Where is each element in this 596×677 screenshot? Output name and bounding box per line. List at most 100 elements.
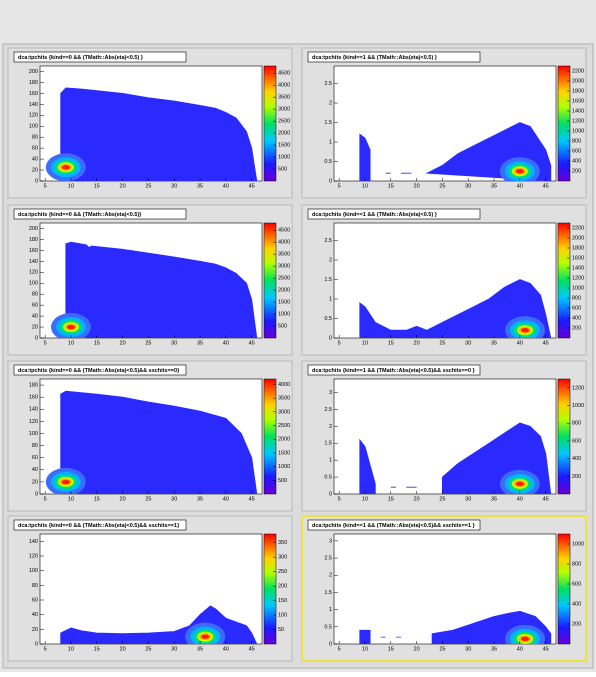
x-tick-label: 35 bbox=[197, 183, 203, 189]
z-tick-label: 1400 bbox=[572, 108, 584, 114]
x-tick-label: 15 bbox=[94, 646, 100, 652]
y-tick-label: 1.5 bbox=[324, 120, 332, 126]
z-tick-label: 200 bbox=[572, 168, 581, 174]
x-tick-label: 45 bbox=[249, 496, 255, 502]
plot-content bbox=[359, 122, 552, 181]
z-tick-label: 800 bbox=[572, 138, 581, 144]
y-tick-label: 60 bbox=[32, 455, 38, 461]
y-tick-label: 3 bbox=[329, 538, 332, 544]
y-tick-label: 120 bbox=[29, 270, 38, 276]
z-tick-label: 400 bbox=[572, 601, 581, 607]
x-tick-label: 25 bbox=[145, 183, 151, 189]
y-tick-label: 80 bbox=[32, 443, 38, 449]
panel: dca:tpchits {kind==1 && (TMath::Abs(eta)… bbox=[301, 515, 587, 662]
x-tick-label: 15 bbox=[388, 183, 394, 189]
x-tick-label: 30 bbox=[465, 183, 471, 189]
y-tick-label: 1 bbox=[329, 607, 332, 613]
y-tick-label: 0 bbox=[35, 335, 38, 341]
z-tick-label: 600 bbox=[572, 438, 581, 444]
x-tick-label: 10 bbox=[68, 496, 74, 502]
x-tick-label: 45 bbox=[543, 496, 549, 502]
x-tick-label: 30 bbox=[465, 646, 471, 652]
x-tick-label: 45 bbox=[249, 646, 255, 652]
y-tick-label: 0 bbox=[35, 641, 38, 647]
contour-outline bbox=[359, 422, 552, 494]
z-tick-label: 300 bbox=[278, 555, 287, 561]
y-tick-label: 2 bbox=[329, 257, 332, 263]
color-scale bbox=[263, 222, 277, 339]
panel: dca:tpchits {kind==0 && (TMath::Abs(eta)… bbox=[7, 204, 293, 356]
panel: dca:tpchits {kind==0 && (TMath::Abs(eta)… bbox=[7, 515, 293, 662]
x-tick-label: 5 bbox=[338, 646, 341, 652]
panel-title: dca:tpchits {kind==0 && (TMath::Abs(eta)… bbox=[18, 55, 144, 61]
x-tick-label: 5 bbox=[44, 646, 47, 652]
y-tick-label: 2 bbox=[329, 424, 332, 430]
plot-content bbox=[359, 279, 552, 338]
y-tick-label: 160 bbox=[29, 91, 38, 97]
x-tick-label: 20 bbox=[414, 183, 420, 189]
contour-peak bbox=[521, 328, 530, 333]
title-box bbox=[13, 208, 187, 220]
z-tick-label: 2200 bbox=[572, 68, 584, 74]
color-scale bbox=[557, 222, 571, 339]
x-tick-label: 15 bbox=[388, 340, 394, 346]
y-tick-label: 0 bbox=[329, 641, 332, 647]
x-tick-label: 15 bbox=[94, 340, 100, 346]
z-tick-label: 50 bbox=[278, 627, 284, 633]
x-tick-label: 35 bbox=[491, 496, 497, 502]
y-tick-label: 100 bbox=[29, 431, 38, 437]
z-tick-label: 350 bbox=[278, 540, 287, 546]
z-tick-label: 1200 bbox=[572, 385, 584, 391]
z-tick-label: 800 bbox=[572, 561, 581, 567]
x-tick-label: 30 bbox=[465, 340, 471, 346]
title-box bbox=[307, 519, 481, 531]
y-tick-label: 40 bbox=[32, 612, 38, 618]
y-tick-label: 1 bbox=[329, 296, 332, 302]
x-tick-label: 15 bbox=[388, 496, 394, 502]
y-tick-label: 1 bbox=[329, 458, 332, 464]
z-tick-label: 600 bbox=[572, 581, 581, 587]
plot-content bbox=[45, 87, 258, 181]
x-tick-label: 45 bbox=[543, 646, 549, 652]
x-tick-label: 30 bbox=[465, 496, 471, 502]
y-tick-label: 160 bbox=[29, 248, 38, 254]
y-tick-label: 20 bbox=[32, 325, 38, 331]
y-tick-label: 0 bbox=[329, 335, 332, 341]
z-tick-label: 1000 bbox=[572, 541, 584, 547]
color-scale bbox=[263, 65, 277, 182]
contour-peak bbox=[66, 324, 75, 330]
x-tick-label: 35 bbox=[491, 183, 497, 189]
x-tick-label: 20 bbox=[414, 496, 420, 502]
title-box bbox=[13, 364, 187, 376]
z-tick-label: 4500 bbox=[278, 228, 290, 234]
x-tick-label: 40 bbox=[517, 646, 523, 652]
y-tick-label: 60 bbox=[32, 146, 38, 152]
z-tick-label: 3000 bbox=[278, 107, 290, 113]
z-tick-label: 2000 bbox=[572, 235, 584, 241]
z-tick-label: 1500 bbox=[278, 300, 290, 306]
y-tick-label: 0 bbox=[35, 178, 38, 184]
color-scale bbox=[557, 378, 571, 495]
panel-title: dca:tpchits {kind==1 && (TMath::Abs(eta)… bbox=[312, 523, 476, 529]
x-tick-label: 10 bbox=[362, 183, 368, 189]
x-tick-label: 25 bbox=[439, 183, 445, 189]
y-tick-label: 100 bbox=[29, 124, 38, 130]
z-tick-label: 2000 bbox=[278, 437, 290, 443]
y-tick-label: 120 bbox=[29, 113, 38, 119]
panel-title: dca:tpchits {kind==1 && (TMath::Abs(eta)… bbox=[312, 212, 438, 218]
x-tick-label: 35 bbox=[491, 646, 497, 652]
z-tick-label: 1000 bbox=[278, 311, 290, 317]
contour-outline bbox=[60, 390, 258, 494]
y-tick-label: 0.5 bbox=[324, 316, 332, 322]
y-tick-label: 160 bbox=[29, 395, 38, 401]
z-tick-label: 1000 bbox=[572, 403, 584, 409]
z-tick-label: 3500 bbox=[278, 252, 290, 258]
z-tick-label: 1800 bbox=[572, 245, 584, 251]
x-tick-label: 10 bbox=[68, 646, 74, 652]
z-tick-label: 200 bbox=[572, 325, 581, 331]
panel: dca:tpchits {kind==1 && (TMath::Abs(eta)… bbox=[301, 47, 587, 199]
y-tick-label: 20 bbox=[32, 479, 38, 485]
x-tick-label: 5 bbox=[44, 496, 47, 502]
y-tick-label: 0.5 bbox=[324, 159, 332, 165]
x-tick-label: 15 bbox=[388, 646, 394, 652]
